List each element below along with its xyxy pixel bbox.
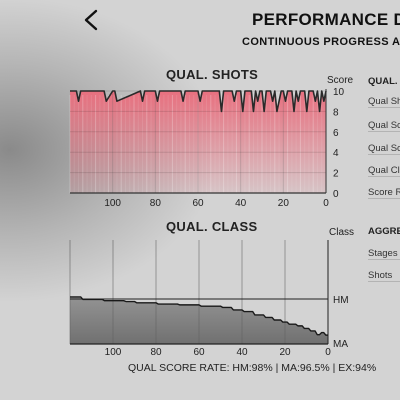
class-x-tick-label: 60 [193, 347, 205, 358]
back-button[interactable] [80, 8, 104, 32]
panel-row-stages[interactable]: Stages [368, 248, 400, 260]
panel-row-shots[interactable]: Shots [368, 270, 400, 282]
page-subtitle: CONTINUOUS PROGRESS AC [242, 36, 400, 48]
panel-row-qual-class[interactable]: Qual Cl [368, 165, 400, 177]
class-x-tick-label: 40 [236, 347, 248, 358]
shots-x-tick-label: 80 [150, 198, 162, 209]
shots-chart-title: QUAL. SHOTS [166, 67, 259, 82]
shots-x-tick-label: 0 [323, 198, 329, 209]
class-x-tick-label: 100 [105, 347, 122, 358]
panel-section1-title: QUAL. [368, 76, 398, 87]
shots-y-tick-label: 2 [333, 169, 339, 180]
class-x-tick-label: 80 [150, 347, 162, 358]
page-title: PERFORMANCE D [252, 10, 400, 29]
shots-y-tick-label: 10 [333, 87, 345, 98]
class-area [70, 296, 328, 344]
class-y-caption: Class [329, 227, 355, 238]
class-chart-title: QUAL. CLASS [166, 219, 258, 234]
shots-x-tick-label: 20 [278, 198, 290, 209]
class-y-label-ma: MA [333, 339, 348, 350]
panel-section2-title: AGGRE [368, 226, 400, 237]
class-x-tick-label: 20 [279, 347, 291, 358]
shots-area [70, 91, 326, 193]
shots-x-tick-label: 100 [104, 198, 121, 209]
panel-row-qual-score[interactable]: Qual Sc [368, 120, 400, 132]
shots-series-line [70, 90, 327, 113]
shots-y-tick-label: 0 [333, 189, 339, 200]
shots-x-tick-label: 60 [192, 198, 204, 209]
qual-score-rate: QUAL SCORE RATE: HM:98% | MA:96.5% | EX:… [128, 362, 377, 374]
panel-row-qual-score-2[interactable]: Qual Sc [368, 143, 400, 155]
chevron-left-icon [84, 9, 98, 31]
panel-row-qual-shots[interactable]: Qual Sh [368, 96, 400, 108]
class-x-tick-label: 0 [325, 347, 331, 358]
panel-row-score-rate[interactable]: Score R [368, 187, 400, 199]
shots-y-tick-label: 4 [333, 148, 339, 159]
shots-y-tick-label: 6 [333, 128, 339, 139]
class-series-line [70, 296, 328, 336]
shots-y-tick-label: 8 [333, 107, 339, 118]
class-y-label-hm: HM [333, 295, 349, 306]
shots-x-tick-label: 40 [235, 198, 247, 209]
shots-y-caption: Score [327, 75, 354, 86]
